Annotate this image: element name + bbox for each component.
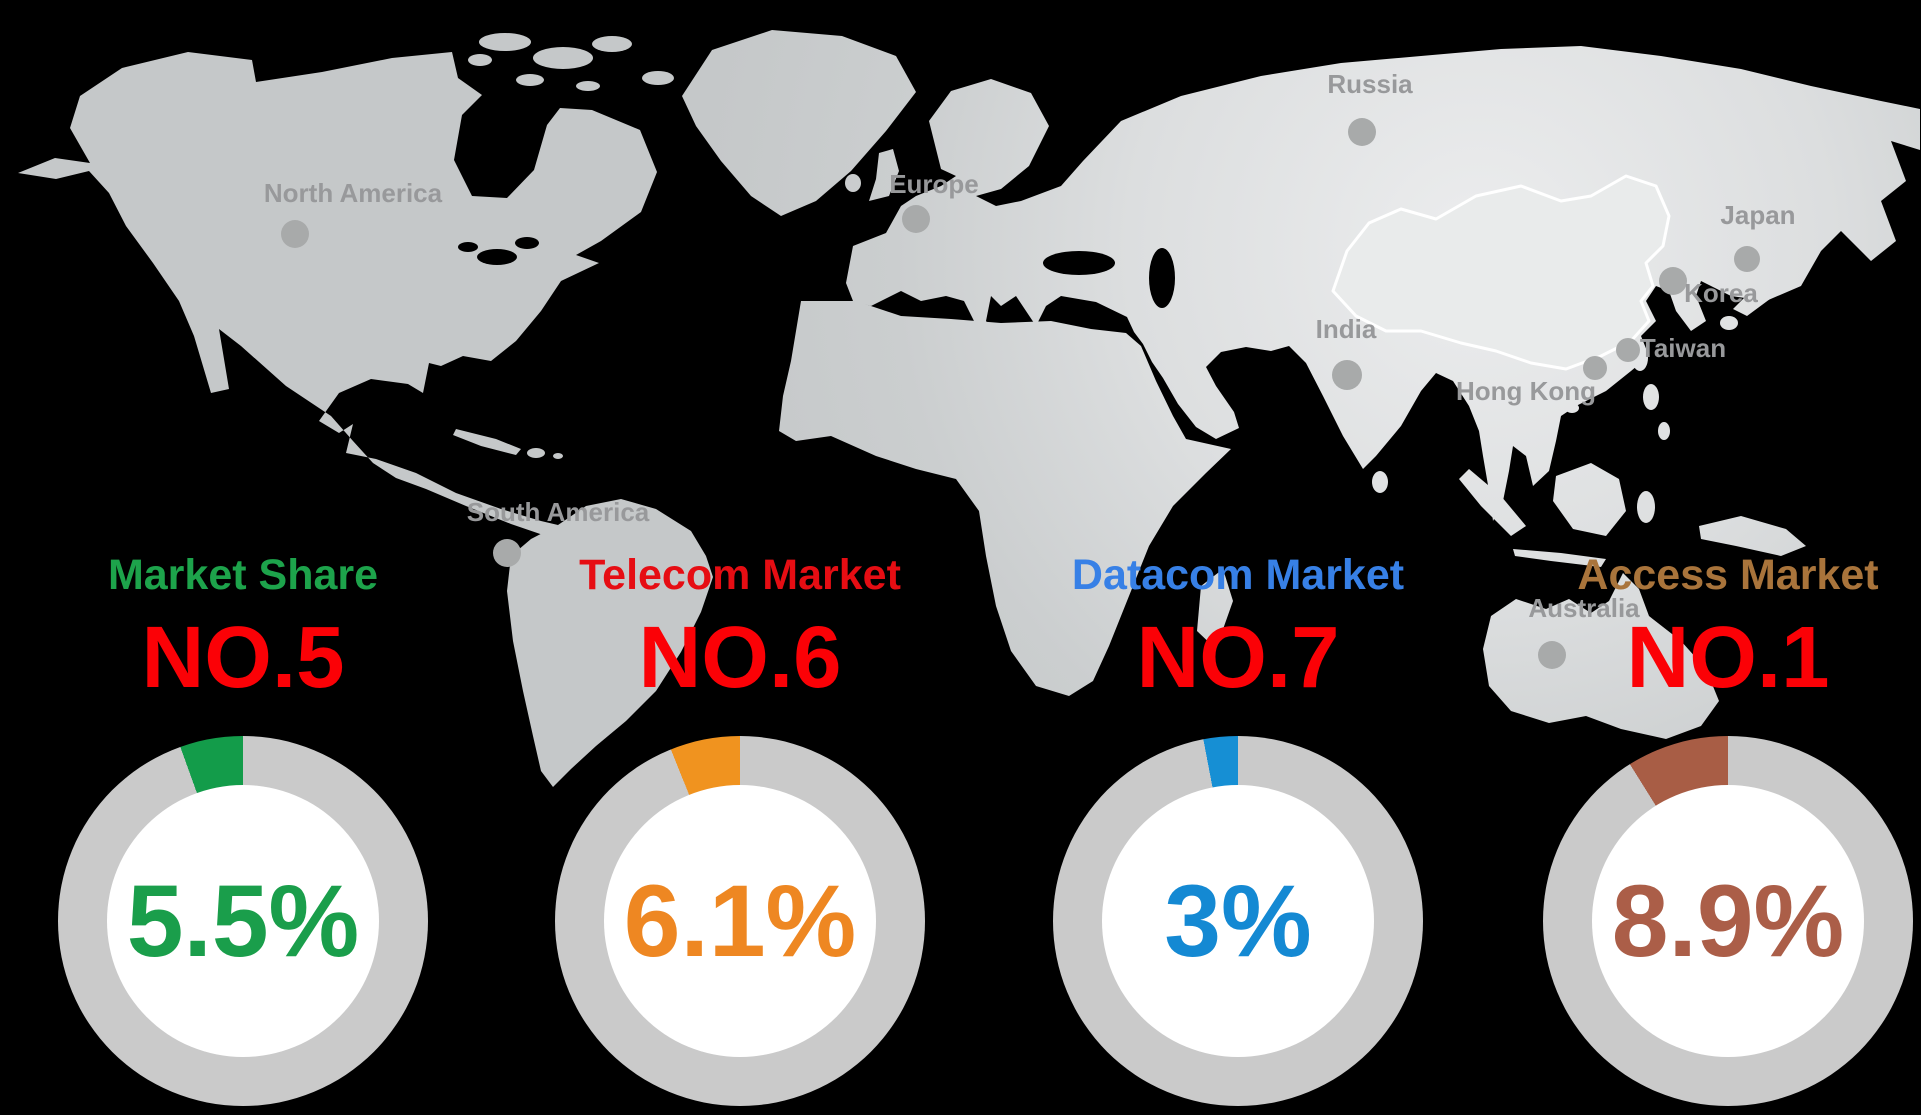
stat-rank: NO.7 bbox=[1136, 609, 1340, 706]
sri-lanka-landmass bbox=[1372, 471, 1388, 493]
sumatra-landmass bbox=[1459, 469, 1526, 536]
borneo-landmass bbox=[1553, 463, 1626, 536]
madagascar-landmass bbox=[1197, 569, 1233, 649]
arctic-island bbox=[533, 47, 593, 69]
africa-landmass bbox=[779, 301, 1231, 696]
donut-hole: 8.9% bbox=[1592, 785, 1864, 1057]
korea-dot bbox=[1659, 267, 1687, 295]
puerto-rico-landmass bbox=[553, 453, 563, 459]
donut-hole: 6.1% bbox=[604, 785, 876, 1057]
australia-dot bbox=[1538, 641, 1566, 669]
stat-column-datacom-market: Datacom Market NO.7 3% bbox=[1028, 552, 1448, 1106]
region-marker-dots bbox=[281, 118, 1760, 669]
australia-landmass bbox=[1483, 573, 1719, 739]
south-america-dot bbox=[493, 539, 521, 567]
stat-value: 5.5% bbox=[126, 864, 360, 978]
ireland-landmass bbox=[845, 174, 861, 192]
stat-value: 3% bbox=[1164, 864, 1312, 978]
region-labels: North America South America Europe Russi… bbox=[264, 69, 1796, 623]
region-label-north-america: North America bbox=[264, 178, 443, 208]
region-label-australia: Australia bbox=[1528, 593, 1640, 623]
stat-title: Market Share bbox=[107, 551, 379, 599]
caspian-sea bbox=[1149, 248, 1175, 308]
arctic-island bbox=[642, 71, 674, 85]
taiwan-dot bbox=[1616, 338, 1640, 362]
region-label-russia: Russia bbox=[1327, 69, 1413, 99]
region-label-taiwan: Taiwan bbox=[1640, 333, 1726, 363]
great-lakes bbox=[458, 242, 478, 252]
stat-column-market-share: Market Share NO.5 5.5% bbox=[33, 552, 453, 1106]
philippines-landmass bbox=[1643, 384, 1659, 410]
donut-hole: 3% bbox=[1102, 785, 1374, 1057]
india-dot bbox=[1332, 360, 1362, 390]
arctic-island bbox=[468, 54, 492, 66]
new-guinea-landmass bbox=[1699, 516, 1806, 556]
stat-rank: NO.1 bbox=[1626, 609, 1830, 706]
honshu-landmass bbox=[1733, 258, 1794, 316]
stat-value: 8.9% bbox=[1611, 864, 1845, 978]
philippines-landmass bbox=[1658, 422, 1670, 440]
hainan-island bbox=[1565, 403, 1579, 413]
hong-kong-dot bbox=[1583, 356, 1607, 380]
stat-column-telecom-market: Telecom Market NO.6 6.1% bbox=[530, 552, 950, 1106]
stat-value: 6.1% bbox=[623, 864, 857, 978]
united-kingdom-landmass bbox=[869, 149, 899, 201]
arctic-island bbox=[516, 74, 544, 86]
arctic-island bbox=[592, 36, 632, 52]
region-label-india: India bbox=[1316, 314, 1377, 344]
black-sea bbox=[1043, 251, 1115, 275]
stat-rank: NO.6 bbox=[638, 609, 842, 706]
cuba-landmass bbox=[453, 429, 521, 455]
russia-dot bbox=[1348, 118, 1376, 146]
kyushu-landmass bbox=[1720, 316, 1738, 330]
greenland-landmass bbox=[682, 30, 916, 216]
donut-chart-datacom-market: 3% bbox=[1053, 736, 1423, 1106]
north-america-dot bbox=[281, 220, 309, 248]
stat-title: Telecom Market bbox=[579, 551, 901, 599]
stat-title: Access Market bbox=[1577, 551, 1879, 599]
south-america-landmass bbox=[507, 499, 713, 787]
sakhalin-landmass bbox=[1800, 188, 1812, 224]
donut-chart-telecom-market: 6.1% bbox=[555, 736, 925, 1106]
inland-water bbox=[458, 237, 1175, 308]
donut-hole: 5.5% bbox=[107, 785, 379, 1057]
java-landmass bbox=[1513, 549, 1606, 567]
region-label-hong-kong: Hong Kong bbox=[1456, 376, 1596, 406]
sulawesi-landmass bbox=[1637, 491, 1655, 523]
region-label-europe: Europe bbox=[889, 169, 979, 199]
arctic-island bbox=[576, 81, 600, 91]
region-label-south-america: South America bbox=[467, 497, 650, 527]
donut-chart-market-share: 5.5% bbox=[58, 736, 428, 1106]
great-lakes bbox=[477, 249, 517, 265]
hokkaido-landmass bbox=[1778, 232, 1804, 254]
stat-rank: NO.5 bbox=[141, 609, 345, 706]
region-label-korea: Korea bbox=[1684, 278, 1758, 308]
hispaniola-landmass bbox=[527, 448, 545, 458]
japan-dot bbox=[1734, 246, 1760, 272]
great-lakes bbox=[515, 237, 539, 249]
north-america-landmass bbox=[18, 52, 657, 537]
region-label-japan: Japan bbox=[1720, 200, 1795, 230]
stat-column-access-market: Access Market NO.1 8.9% bbox=[1518, 552, 1921, 1106]
china-highlight-border bbox=[1331, 174, 1671, 371]
arctic-island bbox=[479, 33, 531, 51]
europe-dot bbox=[902, 205, 930, 233]
donut-chart-access-market: 8.9% bbox=[1543, 736, 1913, 1106]
stat-title: Datacom Market bbox=[1071, 551, 1405, 599]
iceland-landmass bbox=[795, 125, 829, 141]
